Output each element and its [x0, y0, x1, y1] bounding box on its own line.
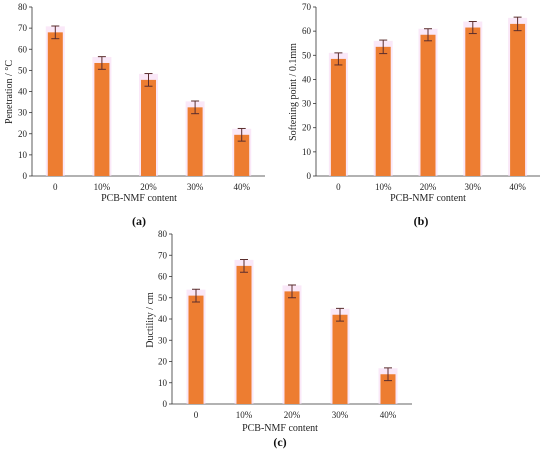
chart-c-ytick-label: 40	[158, 314, 168, 324]
chart-a-panel-label: (a)	[132, 214, 146, 228]
chart-c-xtick-label: 40%	[380, 410, 397, 420]
chart-a-ytick-label: 70	[18, 23, 28, 33]
chart-b-bar	[420, 34, 436, 177]
chart-b-bar	[375, 46, 391, 177]
chart-b-xtick-label: 20%	[420, 182, 437, 192]
chart-a-bar	[141, 79, 156, 176]
chart-b-ytick-label: 20	[302, 123, 312, 133]
chart-a-bar	[187, 107, 203, 176]
chart-a-ytick-label: 20	[18, 129, 28, 139]
chart-c-panel-label: (c)	[273, 435, 286, 449]
chart-c-ytick-label: 60	[158, 272, 168, 282]
chart-a-ytick-label: 40	[18, 87, 28, 97]
chart-c-bar	[332, 314, 348, 404]
chart-b-ytick-label: 30	[302, 99, 312, 109]
chart-c-xtick-label: 10%	[236, 410, 253, 420]
chart-b-bar	[465, 27, 481, 177]
chart-c-bar	[284, 291, 300, 404]
chart-b-bar	[510, 23, 526, 177]
chart-a-bar	[234, 134, 250, 176]
chart-c-bar	[236, 265, 252, 404]
chart-b-ytick-label: 50	[302, 50, 312, 60]
chart-a-xtick-label: 20%	[140, 182, 157, 192]
chart-b-xlabel: PCB-NMF content	[390, 193, 466, 204]
chart-b-ytick-label: 60	[302, 26, 312, 36]
chart-b-xtick-label: 10%	[375, 182, 392, 192]
chart-panel-a: PCB-NMF content Penetration / °C (a) 0 10…	[4, 2, 265, 228]
chart-a-bar	[94, 62, 110, 177]
chart-b-ylabel: Softening point / 0.1mm	[288, 43, 299, 141]
chart-a-ylabel: Penetration / °C	[4, 60, 15, 124]
chart-a-ytick-label: 80	[18, 2, 28, 12]
chart-a-ytick-label: 60	[18, 44, 28, 54]
chart-b-xtick-label: 30%	[465, 182, 482, 192]
chart-a-ytick-label: 0	[23, 171, 28, 181]
chart-b-bar	[330, 58, 346, 176]
chart-c-ytick-label: 50	[158, 293, 168, 303]
chart-c-bar	[188, 295, 204, 404]
chart-a-xtick-label: 40%	[233, 182, 250, 192]
chart-a-xlabel: PCB-NMF content	[101, 193, 177, 204]
chart-b-xtick-label: 0	[336, 182, 341, 192]
chart-b-ytick-label: 10	[302, 147, 312, 157]
chart-b-ytick-label: 0	[307, 171, 312, 181]
chart-a-xtick-label: 30%	[187, 182, 204, 192]
chart-c-xlabel: PCB-NMF content	[242, 423, 318, 434]
chart-a-bar	[47, 32, 63, 176]
chart-c-xtick-label: 20%	[284, 410, 301, 420]
chart-a-ytick-label: 50	[18, 65, 28, 75]
chart-panel-c: PCB-NMF content Ductility / cm (c) 0 10 20…	[145, 229, 412, 449]
chart-c-ylabel: Ductility / cm	[145, 292, 156, 348]
chart-c-xtick-label: 0	[194, 410, 199, 420]
chart-c-ytick-label: 10	[158, 378, 168, 388]
chart-b-ytick-label: 70	[302, 2, 312, 12]
chart-b-xtick-label: 40%	[509, 182, 526, 192]
chart-c-bar	[380, 374, 396, 404]
chart-a-ytick-label: 10	[18, 150, 28, 160]
chart-a-xtick-label: 10%	[94, 182, 111, 192]
chart-panel-b: PCB-NMF content Softening point / 0.1mm …	[288, 2, 540, 228]
chart-b-panel-label: (b)	[414, 214, 429, 228]
chart-b-ytick-label: 40	[302, 74, 312, 84]
chart-c-ytick-label: 20	[158, 357, 168, 367]
chart-a-xtick-label: 0	[53, 182, 58, 192]
chart-c-ytick-label: 70	[158, 250, 168, 260]
chart-c-ytick-label: 80	[158, 229, 168, 239]
chart-c-xtick-label: 30%	[332, 410, 349, 420]
chart-c-ytick-label: 30	[158, 335, 168, 345]
chart-c-ytick-label: 0	[163, 399, 168, 409]
chart-a-ytick-label: 30	[18, 108, 28, 118]
